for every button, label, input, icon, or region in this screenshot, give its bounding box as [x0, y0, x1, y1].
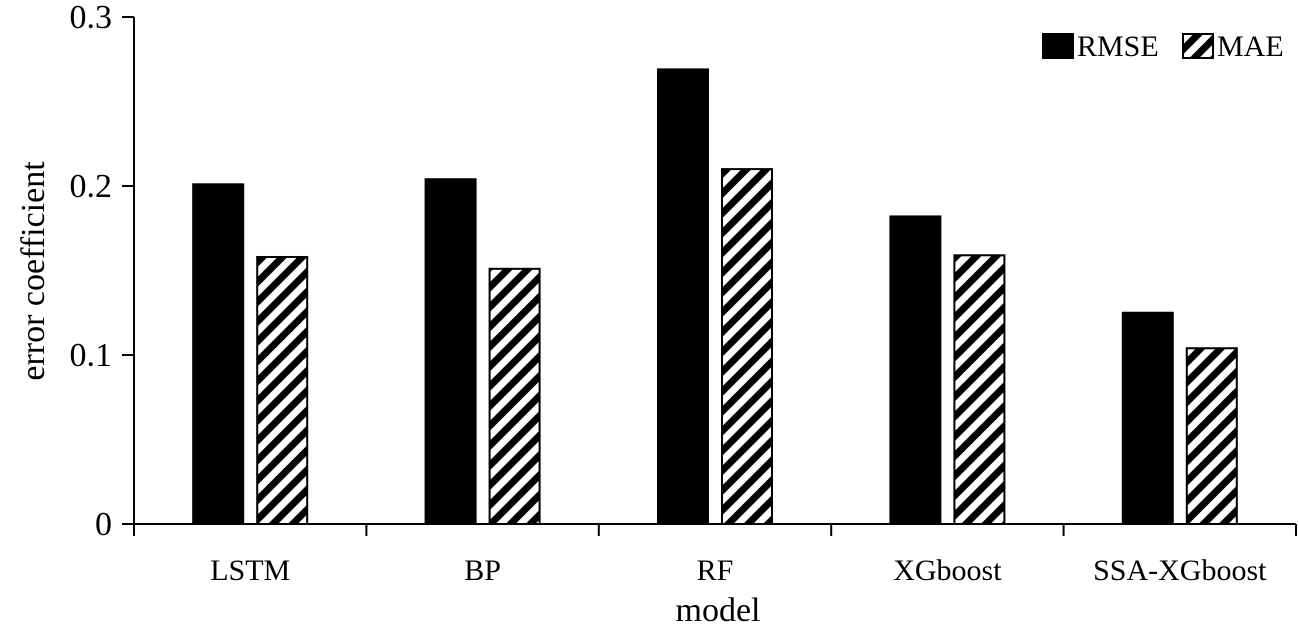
legend: RMSE MAE	[1042, 30, 1284, 63]
category-label-lstm: LSTM	[210, 554, 290, 587]
bar-mae-rf	[721, 168, 773, 525]
category-label-ssa-xgboost: SSA-XGboost	[1093, 554, 1267, 587]
bar-rmse-xgboost	[889, 215, 942, 525]
legend-label-mae: MAE	[1217, 30, 1284, 63]
bar-mae-ssa-xgboost	[1185, 347, 1238, 525]
bar-mae-xgboost	[953, 254, 1006, 525]
y-axis-title: error coefficient	[15, 161, 52, 381]
legend-label-rmse: RMSE	[1077, 30, 1159, 63]
y-axis: 0 0.1 0.2 0.3	[70, 0, 135, 543]
bar-rmse-ssa-xgboost	[1121, 311, 1174, 525]
legend-swatch-rmse	[1042, 33, 1074, 59]
x-axis	[133, 523, 1297, 536]
y-tick-label: 0.3	[70, 0, 113, 36]
y-tick-label: 0	[95, 506, 112, 543]
category-labels: LSTM BP RF XGboost SSA-XGboost	[210, 554, 1267, 587]
bar-rmse-lstm	[192, 183, 245, 525]
bar-rmse-rf	[657, 68, 709, 525]
category-label-bp: BP	[464, 554, 501, 587]
bar-rmse-bp	[424, 178, 477, 526]
category-label-xgboost: XGboost	[893, 554, 1002, 587]
bar-mae-lstm	[256, 255, 309, 525]
y-tick-label: 0.1	[70, 337, 113, 374]
bar-mae-bp	[488, 267, 541, 525]
y-tick-label: 0.2	[70, 168, 113, 205]
category-label-rf: RF	[697, 554, 734, 587]
bars	[192, 68, 1238, 526]
legend-swatch-mae	[1182, 33, 1214, 59]
x-axis-title: model	[676, 592, 761, 629]
